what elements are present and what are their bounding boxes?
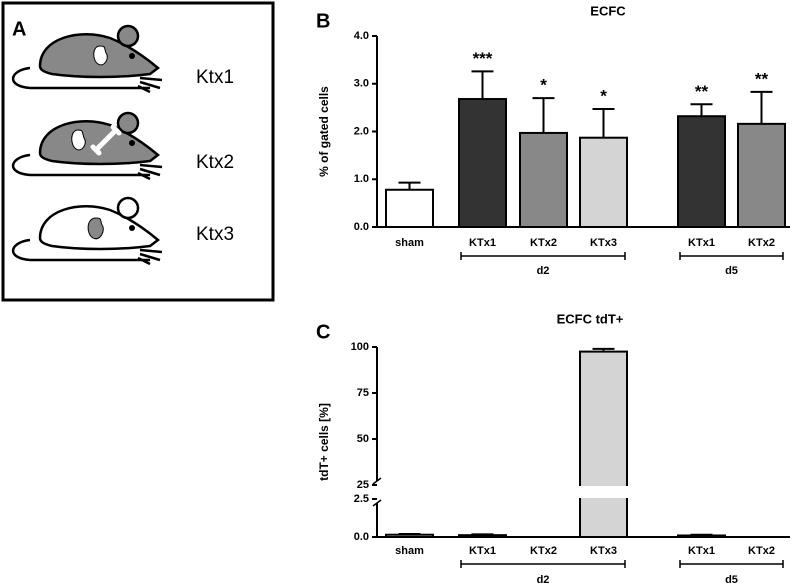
y-tick-label: 0.0 (354, 221, 369, 233)
axis-break (372, 477, 382, 485)
bar (737, 122, 786, 228)
bar (519, 131, 568, 228)
x-tick-label: sham (395, 237, 424, 249)
x-tick-label: KTx2 (530, 545, 557, 557)
panel-a-frame (1, 1, 275, 302)
bar (458, 534, 507, 539)
x-tick-label: KTx1 (469, 237, 496, 249)
mouse-icon (11, 196, 164, 266)
chart-title: ECFC (590, 3, 626, 18)
x-tick-label: KTx1 (688, 545, 715, 557)
y-tick-label: 2.5 (354, 493, 369, 505)
significance: ** (755, 69, 769, 88)
y-tick-label: 1.0 (354, 173, 369, 185)
bar (677, 115, 726, 228)
bar (458, 98, 507, 228)
x-tick-label: KTx1 (688, 237, 715, 249)
x-tick-label: KTx2 (748, 545, 775, 557)
bar (579, 350, 628, 538)
significance: * (600, 87, 607, 106)
y-tick-label: 25 (357, 479, 369, 491)
mouse-icon (11, 24, 164, 94)
y-tick-label: 75 (357, 387, 369, 399)
group-label: d5 (725, 574, 738, 585)
x-tick-label: KTx1 (469, 545, 496, 557)
y-tick-label: 100 (351, 341, 369, 353)
mouse-icon (11, 111, 164, 181)
x-tick-label: KTx3 (590, 237, 617, 249)
axis-break (372, 499, 382, 507)
bar (385, 533, 434, 538)
group-label: d2 (537, 574, 550, 585)
significance: *** (473, 49, 493, 68)
x-tick-label: sham (395, 545, 424, 557)
x-tick-label: KTx3 (590, 545, 617, 557)
axis-break-gap (578, 486, 629, 498)
y-tick-label: 4.0 (354, 30, 369, 42)
group-label: d5 (725, 265, 738, 277)
chart-title: ECFC tdT+ (557, 311, 624, 326)
y-tick-label: 2.0 (354, 125, 369, 137)
bar (385, 188, 434, 229)
x-tick-label: KTx2 (748, 237, 775, 249)
significance: * (540, 76, 547, 95)
bar (579, 136, 628, 229)
panel-label: B (316, 10, 330, 32)
y-tick-label: 50 (357, 433, 369, 445)
model-label: Ktx1 (196, 67, 234, 88)
panel-label: C (316, 321, 330, 343)
group-label: d2 (537, 265, 550, 277)
x-tick-label: KTx2 (530, 237, 557, 249)
y-axis-label: % of gated cells (317, 86, 331, 177)
panel-label: A (12, 18, 26, 40)
model-label: Ktx2 (196, 152, 234, 173)
y-axis-label: tdT+ cells [%] (317, 403, 331, 481)
model-label: Ktx3 (196, 224, 234, 245)
y-tick-label: 0.0 (354, 531, 369, 543)
y-tick-label: 3.0 (354, 78, 369, 90)
significance: ** (695, 82, 709, 101)
